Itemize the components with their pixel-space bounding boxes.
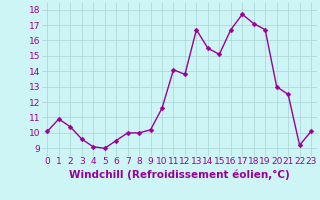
X-axis label: Windchill (Refroidissement éolien,°C): Windchill (Refroidissement éolien,°C) xyxy=(69,169,290,180)
